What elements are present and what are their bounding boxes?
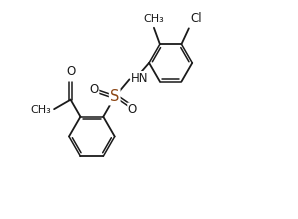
Text: HN: HN (131, 72, 149, 85)
Text: O: O (128, 103, 137, 116)
Text: O: O (66, 65, 75, 78)
Text: S: S (110, 89, 119, 104)
Text: Cl: Cl (191, 12, 202, 25)
Text: CH₃: CH₃ (31, 105, 52, 115)
Text: O: O (89, 83, 99, 96)
Text: CH₃: CH₃ (143, 14, 164, 24)
